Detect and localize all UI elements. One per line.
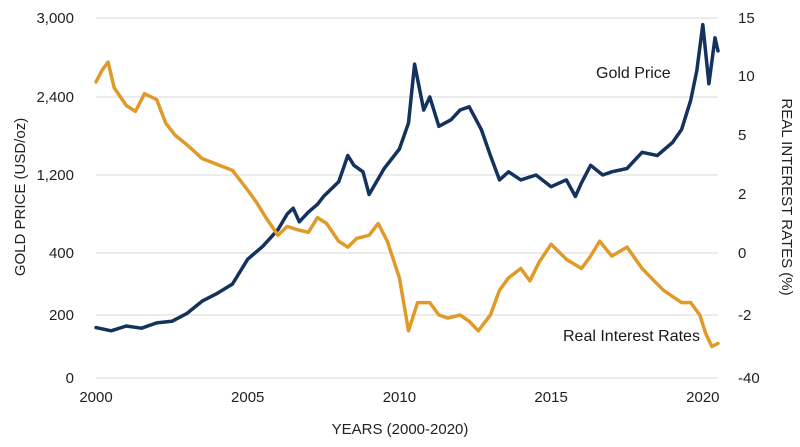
x-axis-title: YEARS (2000-2020) — [332, 421, 469, 438]
x-tick-label: 2015 — [534, 389, 567, 406]
real-interest-rates-line — [94, 60, 720, 349]
x-tick-label: 2005 — [231, 389, 264, 406]
right-y-axis: 15 10 5 2 0 -2 -40 — [738, 10, 760, 387]
left-y-axis-title: GOLD PRICE (USD/oz) — [12, 118, 29, 276]
x-tick-label: 2020 — [686, 389, 719, 406]
right-y-tick-label: 2 — [738, 186, 746, 203]
left-y-tick-label: 2,400 — [36, 89, 74, 106]
right-y-tick-label: 0 — [738, 245, 746, 262]
x-tick-label: 2010 — [383, 389, 416, 406]
left-y-axis: 0 200 400 1,200 2,400 3,000 — [36, 10, 74, 387]
right-y-tick-label: 5 — [738, 127, 746, 144]
left-y-tick-label: 400 — [49, 245, 74, 262]
series-layer — [94, 22, 720, 349]
right-y-tick-label: 10 — [738, 68, 755, 85]
right-y-axis-title: REAL INTEREST RATES (%) — [778, 98, 795, 295]
right-y-tick-label: -2 — [738, 307, 751, 324]
left-y-tick-label: 200 — [49, 307, 74, 324]
right-y-tick-label: -40 — [738, 370, 760, 387]
right-y-tick-label: 15 — [738, 10, 755, 27]
left-y-tick-label: 1,200 — [36, 167, 74, 184]
x-tick-label: 2000 — [79, 389, 112, 406]
gold-price-label: Gold Price — [596, 65, 671, 82]
real-interest-rates-label: Real Interest Rates — [563, 328, 700, 345]
x-axis: 2000 2005 2010 2015 2020 — [79, 389, 719, 406]
grid-lines — [96, 17, 718, 379]
gold-price-line — [94, 22, 720, 333]
left-y-tick-label: 3,000 — [36, 10, 74, 27]
left-y-tick-label: 0 — [66, 370, 74, 387]
